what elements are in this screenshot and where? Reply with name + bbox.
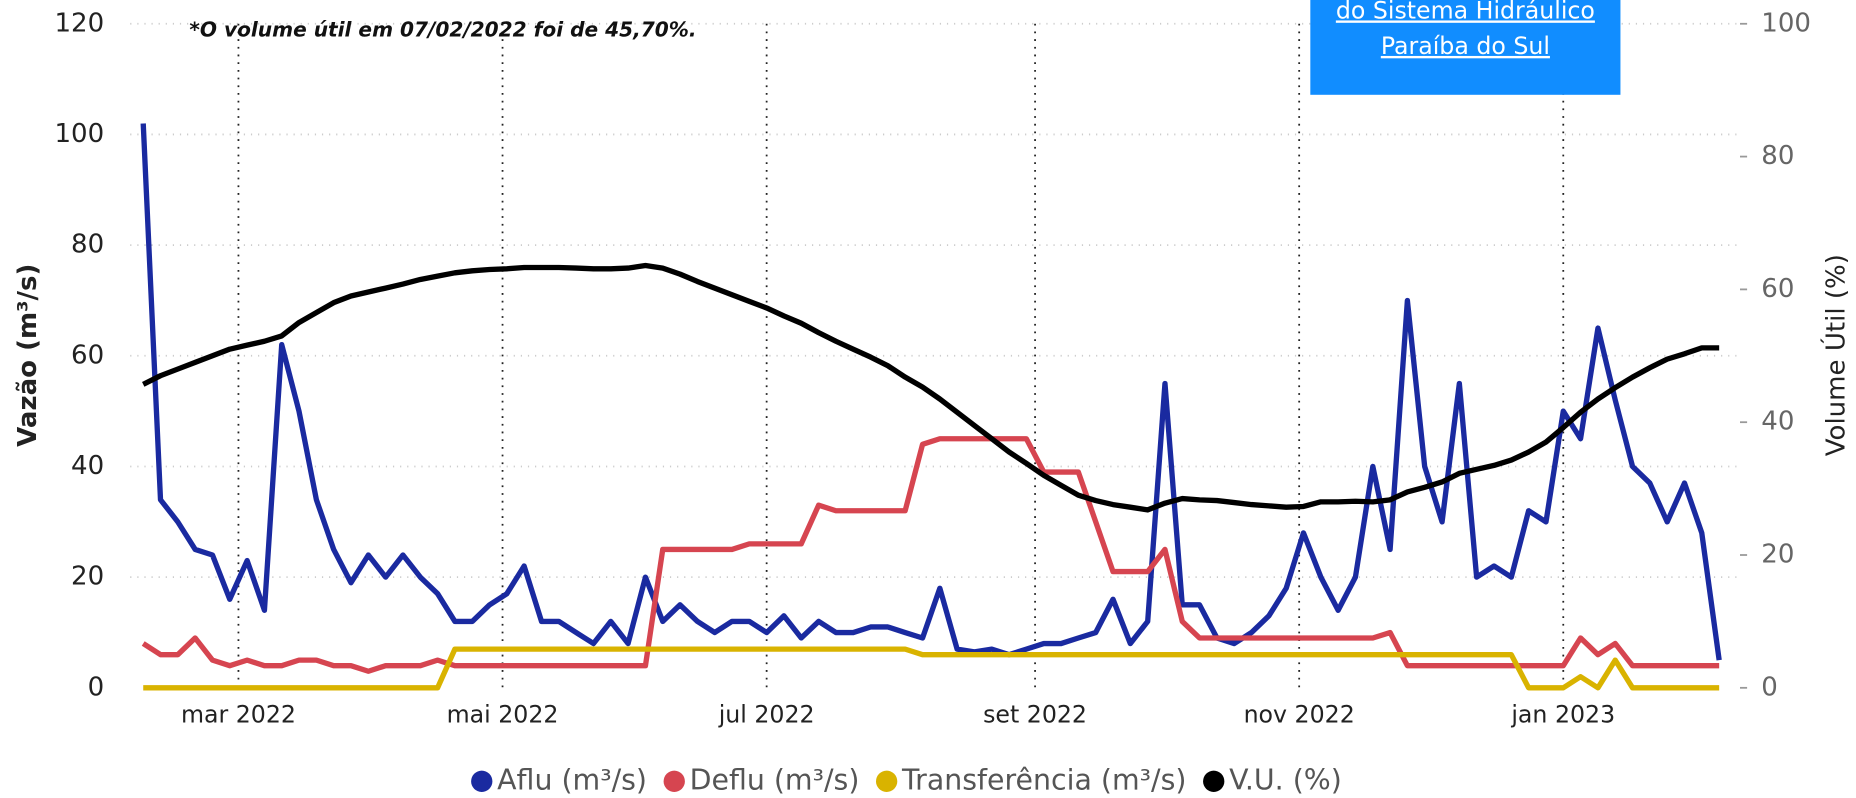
y-tick-label: 40 <box>71 451 104 481</box>
y2-tick-label: 100 <box>1761 8 1811 38</box>
y2-tick-label: 60 <box>1761 274 1794 304</box>
legend-marker <box>471 770 493 792</box>
button-text[interactable]: Paraíba do Sul <box>1381 32 1550 60</box>
legend-marker <box>663 770 685 792</box>
legend: Aflu (m³/s) Deflu (m³/s) Transferência (m³… <box>471 763 1342 796</box>
button-text[interactable]: do Sistema Hidráulico <box>1336 0 1595 24</box>
legend-marker <box>875 770 898 792</box>
legend-label: Deflu (m³/s) <box>690 763 860 796</box>
legend-label: V.U. (%) <box>1229 763 1342 796</box>
y2-tick-label: 20 <box>1761 540 1794 570</box>
y-axis-title: Vazão (m³/s) <box>13 264 43 447</box>
legend-label: Transferência (m³/s) <box>901 763 1186 796</box>
x-tick-label: jan 2023 <box>1510 701 1615 729</box>
y-tick-label: 100 <box>54 119 104 149</box>
series-line <box>141 436 1720 674</box>
legend-marker <box>1203 770 1225 792</box>
legend-label: Aflu (m³/s) <box>497 763 647 796</box>
x-tick-label: mar 2022 <box>181 701 296 729</box>
y-tick-label: 60 <box>71 340 104 370</box>
button-bg[interactable] <box>1310 0 1621 95</box>
y-tick-label: 0 <box>88 672 105 702</box>
series-line <box>140 123 1722 661</box>
y2-tick-label: 0 <box>1761 672 1778 702</box>
y2-tick-label: 80 <box>1761 141 1794 171</box>
x-tick-label: mai 2022 <box>447 701 559 729</box>
x-tick-label: set 2022 <box>983 701 1087 729</box>
grid: 0 20 40 60 80 100 120 0 20 40 60 80 100 mar 2022 mai 2… <box>54 8 1811 728</box>
lines <box>140 123 1722 691</box>
x-tick-label: jul 2022 <box>718 701 815 729</box>
link-button[interactable]: do Sistema Hidráulico Paraíba do Sul <box>1310 0 1621 95</box>
series-line <box>142 262 1720 513</box>
x-tick-label: nov 2022 <box>1244 701 1355 729</box>
annotation: *O volume útil em 07/02/2022 foi de 45,7… <box>189 17 696 41</box>
y2-tick-label: 40 <box>1761 407 1794 437</box>
y-tick-label: 80 <box>71 230 104 260</box>
series-line <box>143 646 1720 691</box>
y2-axis-title: Volume Útil (%) <box>1820 254 1852 456</box>
y-tick-label: 20 <box>71 562 104 592</box>
y-tick-label: 120 <box>54 8 104 38</box>
